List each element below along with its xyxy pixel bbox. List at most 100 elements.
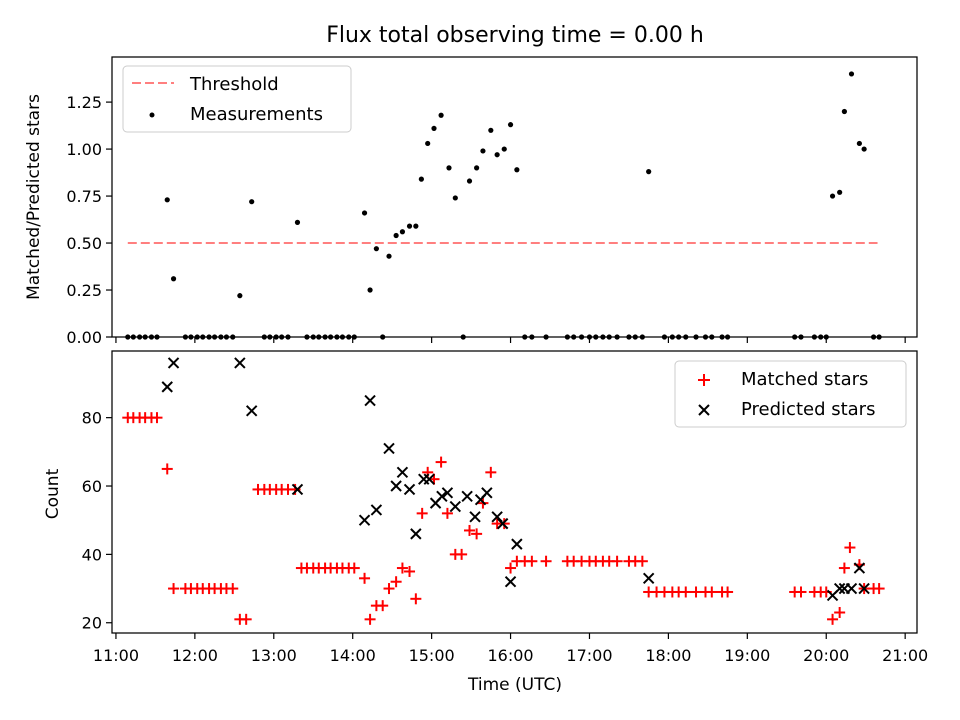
matched-point	[364, 613, 376, 625]
measurement-point	[294, 219, 301, 225]
predicted-point	[364, 394, 376, 407]
bottom-panel: 20 40 60 80 11:00 12:00 13:00 14:00 15:00 16:00 1…	[43, 350, 928, 695]
predicted-point	[481, 487, 493, 499]
predicted-point	[167, 357, 180, 369]
matched-point	[795, 586, 807, 598]
measurement-point	[829, 193, 836, 199]
bottom-axes-frame	[111, 350, 918, 634]
legend-matched-swatch	[698, 374, 710, 386]
matched-point	[706, 586, 718, 598]
x-tick-label: 18:00	[645, 646, 691, 665]
measurement-point	[507, 122, 514, 128]
matched-point	[396, 562, 408, 574]
measurement-point	[418, 176, 424, 182]
measurement-point	[438, 112, 444, 118]
matched-point	[636, 555, 648, 567]
predicted-point	[858, 582, 870, 595]
predicted-point	[853, 562, 866, 574]
bottom-y-tick-label: 40	[82, 545, 102, 564]
matched-point	[834, 606, 846, 618]
measurement-point	[841, 108, 847, 115]
x-tick-label: 16:00	[487, 646, 533, 665]
x-tick-label: 15:00	[409, 646, 455, 665]
x-axis-label: Time (UTC)	[467, 675, 562, 695]
top-y-tick-label: 1.00	[66, 140, 102, 159]
matched-point	[435, 456, 447, 468]
predicted-point	[423, 473, 435, 485]
bottom-y-tick-label: 60	[82, 477, 102, 496]
predicted-point	[845, 582, 858, 595]
predicted-point	[469, 511, 481, 523]
matched-point	[680, 586, 692, 598]
matched-point	[464, 524, 476, 536]
predicted-point	[410, 528, 422, 540]
matched-point	[827, 613, 839, 625]
predicted-point	[291, 483, 304, 496]
matched-point	[441, 507, 453, 519]
predicted-point	[833, 582, 846, 595]
predicted-point	[234, 357, 246, 369]
matched-point	[348, 562, 360, 574]
predicted-point	[403, 483, 416, 496]
predicted-point	[642, 572, 655, 585]
measurement-point	[446, 165, 452, 171]
measurement-point	[399, 229, 406, 235]
bottom-y-axis-label: Count	[43, 468, 63, 519]
measurement-point	[474, 165, 480, 171]
legend-predicted-swatch	[698, 404, 710, 416]
measurement-point	[861, 146, 867, 152]
bottom-y-tick-label: 20	[82, 614, 102, 633]
measurement-point	[431, 125, 437, 132]
predicted-point	[245, 405, 258, 417]
predicted-point	[390, 480, 402, 492]
bottom-legend: Matched stars Predicted stars	[674, 360, 907, 428]
matched-point	[151, 412, 163, 424]
matched-point	[168, 583, 180, 595]
matched-point	[377, 600, 389, 612]
predicted-point	[370, 504, 383, 516]
bottom-y-tick-label: 80	[82, 409, 102, 428]
predicted-point	[449, 500, 462, 513]
measurement-point	[367, 287, 373, 293]
x-tick-label: 19:00	[724, 646, 770, 665]
measurement-point	[480, 148, 486, 154]
matched-point	[416, 507, 428, 519]
measurement-point	[361, 210, 368, 216]
legend-threshold-label: Threshold	[189, 74, 279, 95]
x-tick-label: 12:00	[172, 646, 218, 665]
top-y-tick-label: 1.25	[66, 93, 102, 112]
top-y-tick-label: 0.75	[66, 187, 102, 206]
top-y-tick-label: 0.25	[66, 281, 102, 300]
measurement-point	[494, 152, 500, 158]
measurement-point	[488, 127, 494, 133]
measurement-point	[386, 253, 392, 259]
measurement-point	[837, 189, 843, 195]
x-tick-label: 13:00	[251, 646, 297, 665]
measurement-point	[170, 276, 177, 282]
matched-point	[690, 586, 702, 598]
top-y-axis-label: Matched/Predicted stars	[24, 94, 44, 300]
top-y-tick-label: 0.50	[66, 234, 102, 253]
predicted-point	[441, 487, 454, 499]
matched-point	[359, 572, 371, 584]
measurement-point	[848, 71, 855, 77]
measurement-point	[646, 169, 652, 175]
predicted-point	[504, 576, 517, 588]
x-tick-label: 20:00	[803, 646, 849, 665]
matched-point	[456, 548, 468, 560]
measurement-point	[237, 293, 243, 299]
top-panel: 0.00 0.25 0.50 0.75 1.00 1.25 Matched/Predict…	[24, 56, 918, 347]
top-legend: Threshold Measurements	[122, 65, 352, 133]
measurement-point	[856, 140, 862, 147]
matched-point	[526, 555, 538, 567]
measurement-point	[425, 140, 431, 147]
top-legend-box	[122, 65, 352, 133]
matched-point	[540, 555, 552, 567]
matched-point	[227, 583, 239, 595]
measurement-point	[164, 197, 170, 203]
matched-point	[722, 586, 734, 598]
legend-measurements-label: Measurements	[190, 104, 323, 125]
matched-point	[410, 593, 422, 605]
legend-matched-label: Matched stars	[741, 369, 868, 390]
